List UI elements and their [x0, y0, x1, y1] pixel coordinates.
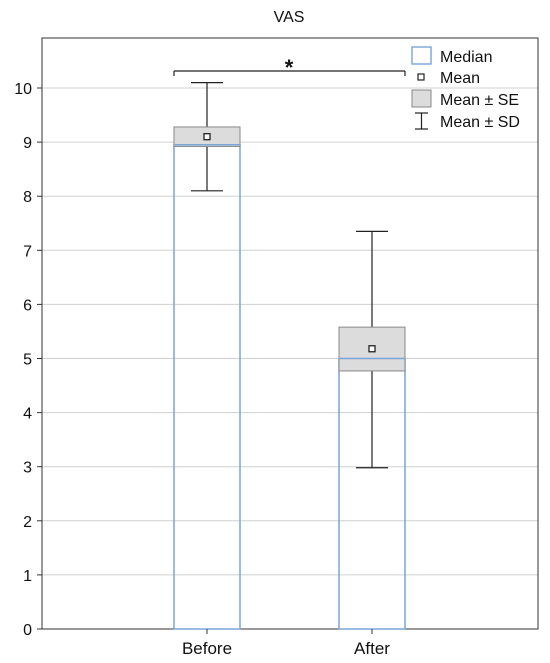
legend-median-swatch	[411, 46, 432, 65]
gridlines	[42, 87, 538, 576]
y-tick-label: 6	[23, 297, 32, 314]
plot-frame	[41, 37, 539, 630]
legend-label: Median	[440, 49, 492, 66]
y-tick-label: 1	[23, 568, 32, 585]
significance-annotation: *	[173, 55, 406, 80]
y-tick-label: 0	[23, 622, 32, 639]
x-axis: Before After	[182, 629, 390, 658]
y-tick-label: 5	[23, 352, 32, 369]
legend-label: Mean ± SE	[440, 92, 519, 109]
mean-marker	[368, 345, 376, 353]
box-group-after	[338, 230, 406, 630]
y-tick-label: 8	[23, 189, 32, 206]
box-group-before	[173, 81, 241, 630]
legend-label: Mean ± SD	[440, 114, 520, 131]
y-tick-label: 10	[14, 81, 32, 98]
chart-title: VAS	[274, 9, 305, 26]
y-tick-label: 3	[23, 460, 32, 477]
x-tick-label: Before	[182, 639, 232, 658]
legend: Median Mean Mean ± SE Mean ± SD	[411, 46, 520, 131]
y-tick-label: 4	[23, 406, 32, 423]
median-bar	[173, 144, 241, 630]
box-groups	[173, 81, 406, 630]
y-tick-label: 9	[23, 135, 32, 152]
y-axis: 0 1 2 3 4 5 6 7 8 9 10	[14, 81, 42, 639]
y-tick-label: 2	[23, 514, 32, 531]
significance-star: *	[285, 55, 294, 80]
mean-marker	[203, 133, 211, 141]
legend-se-swatch	[411, 89, 432, 108]
legend-label: Mean	[440, 70, 480, 87]
x-tick-label: After	[354, 639, 390, 658]
y-tick-label: 7	[23, 243, 32, 260]
legend-mean-swatch	[417, 73, 425, 81]
